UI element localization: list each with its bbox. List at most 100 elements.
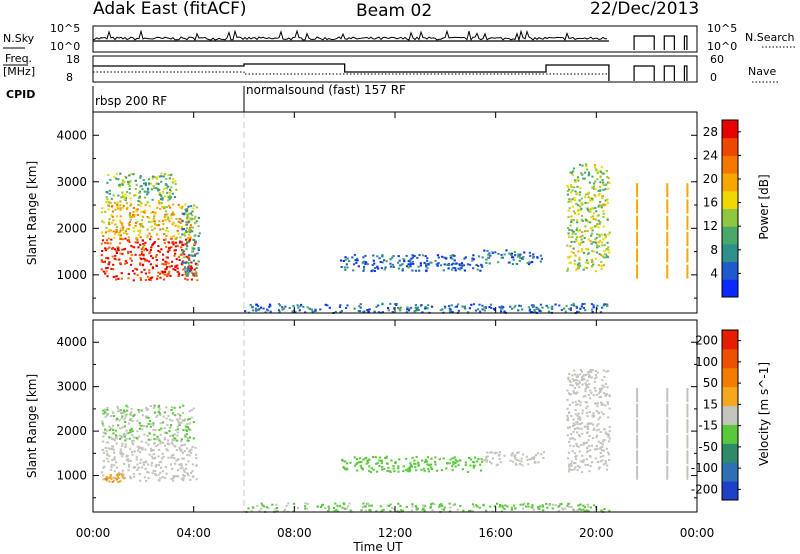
data-cell xyxy=(112,424,115,427)
data-cell xyxy=(437,256,440,259)
data-cell xyxy=(569,393,573,396)
data-cell xyxy=(359,310,362,313)
data-cell xyxy=(584,395,587,398)
data-cell xyxy=(522,258,525,261)
data-cell xyxy=(148,278,151,281)
data-cell xyxy=(284,508,287,511)
data-cell xyxy=(188,267,192,270)
data-cell xyxy=(188,422,191,425)
data-cell xyxy=(180,227,183,230)
data-cell xyxy=(503,253,506,256)
data-cell xyxy=(584,230,587,233)
data-cell xyxy=(601,384,604,387)
colorbar-frame-0 xyxy=(721,119,739,298)
data-cell xyxy=(182,233,185,236)
data-cell xyxy=(392,255,395,257)
data-cell xyxy=(181,419,184,422)
nsky-box xyxy=(92,25,698,53)
data-cell xyxy=(452,461,455,463)
data-cell xyxy=(575,238,578,241)
data-cell xyxy=(115,258,118,261)
data-cell xyxy=(134,194,137,196)
data-cell xyxy=(599,447,602,450)
data-cell xyxy=(115,435,118,438)
data-cell xyxy=(595,168,598,171)
data-cell xyxy=(150,235,153,238)
data-cell xyxy=(117,277,120,280)
data-cell xyxy=(589,216,593,219)
stripe-cell-2 xyxy=(686,183,689,198)
data-cell xyxy=(124,237,127,240)
data-cell xyxy=(173,406,176,409)
data-cell xyxy=(275,507,279,509)
data-cell xyxy=(531,456,534,459)
data-cell xyxy=(471,503,475,506)
data-cell xyxy=(144,247,147,250)
data-cell xyxy=(475,264,478,266)
data-cell xyxy=(189,224,192,227)
data-cell xyxy=(597,418,600,421)
data-cell xyxy=(115,228,118,231)
data-cell xyxy=(344,258,347,261)
data-cell xyxy=(359,457,362,460)
data-cell xyxy=(603,250,606,253)
data-cell xyxy=(148,205,151,208)
data-cell xyxy=(180,463,183,465)
data-cell xyxy=(534,310,537,313)
data-cell xyxy=(597,245,600,248)
data-cell xyxy=(573,462,576,465)
data-cell xyxy=(105,450,108,453)
data-cell xyxy=(123,197,126,200)
data-cell xyxy=(572,247,575,250)
scatter-region-6 xyxy=(566,163,611,273)
nsky-tick-top: 10^5 xyxy=(50,22,80,35)
stripe-cell-1 xyxy=(666,215,669,230)
data-cell xyxy=(575,381,578,384)
nsearch-label: N.Search xyxy=(745,31,795,44)
data-cell xyxy=(554,303,557,306)
scatter-region-0 xyxy=(100,440,198,482)
data-cell xyxy=(527,502,530,505)
data-cell xyxy=(188,258,191,261)
data-cell xyxy=(462,264,466,267)
data-cell xyxy=(179,240,182,243)
data-cell xyxy=(362,256,365,259)
data-cell xyxy=(145,479,148,482)
data-cell xyxy=(121,179,124,182)
data-cell xyxy=(163,238,166,241)
data-cell xyxy=(375,462,378,465)
data-cell xyxy=(195,263,198,266)
data-cell xyxy=(108,480,111,483)
data-cell xyxy=(596,246,599,249)
data-cell xyxy=(143,244,146,247)
data-cell xyxy=(448,310,452,313)
data-cell xyxy=(411,260,414,263)
data-cell xyxy=(582,307,585,309)
data-cell xyxy=(162,253,165,256)
data-cell xyxy=(417,461,420,464)
data-cell xyxy=(584,464,587,466)
data-cell xyxy=(386,469,389,472)
data-cell xyxy=(604,460,607,462)
stripe-cell-2 xyxy=(686,465,689,480)
colorbar-swatch xyxy=(722,367,738,388)
data-cell xyxy=(116,417,119,420)
data-cell xyxy=(478,506,481,509)
data-cell xyxy=(603,233,606,236)
data-cell xyxy=(145,406,148,409)
scatter-region-2 xyxy=(104,473,125,483)
data-cell xyxy=(156,444,159,447)
data-cell xyxy=(407,260,410,263)
colorbar-swatch xyxy=(722,243,738,263)
data-cell xyxy=(141,448,144,451)
data-cell xyxy=(185,213,189,216)
data-cell xyxy=(165,178,168,180)
data-cell xyxy=(139,204,142,207)
data-cell xyxy=(174,252,177,255)
data-cell xyxy=(594,195,597,198)
data-cell xyxy=(581,377,584,380)
data-cell xyxy=(483,309,486,312)
data-cell xyxy=(176,431,179,434)
data-cell xyxy=(260,507,263,510)
data-cell xyxy=(146,216,149,218)
